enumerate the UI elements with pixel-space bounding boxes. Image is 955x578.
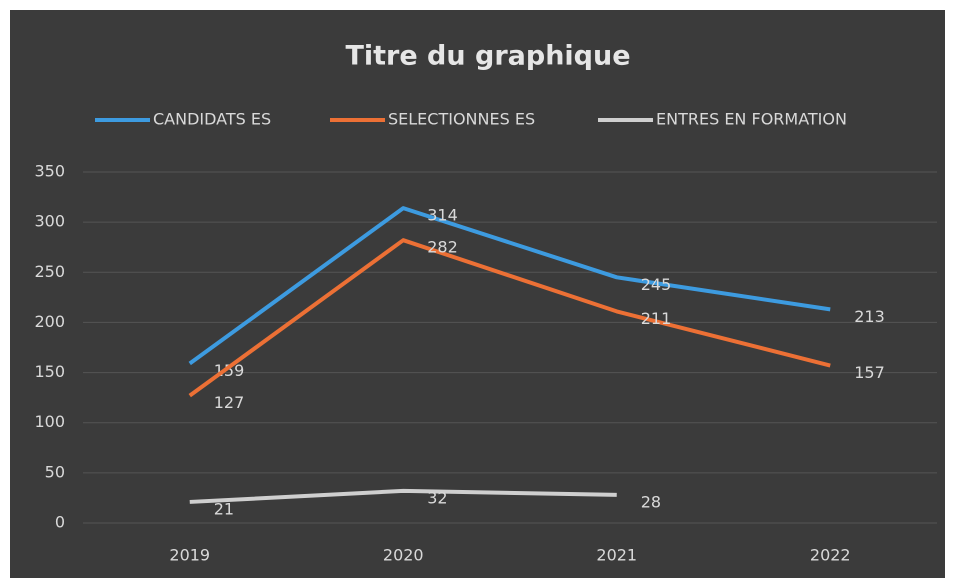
series-line [188, 238, 831, 398]
y-tick-label: 250 [34, 262, 65, 281]
y-tick-label: 50 [45, 462, 65, 481]
data-label: 127 [214, 393, 245, 412]
x-tick-label: 2022 [810, 546, 851, 565]
y-tick-label: 200 [34, 312, 65, 331]
legend-label: ENTRES EN FORMATION [656, 110, 847, 129]
data-label: 314 [427, 206, 458, 225]
data-label: 213 [854, 307, 885, 326]
legend-label: CANDIDATS ES [153, 110, 271, 129]
y-tick-label: 150 [34, 362, 65, 381]
x-tick-label: 2019 [169, 546, 210, 565]
data-label: 211 [641, 309, 672, 328]
data-label: 282 [427, 238, 458, 257]
series-line [188, 206, 831, 366]
data-label: 28 [641, 492, 661, 511]
data-label: 157 [854, 363, 885, 382]
x-tick-label: 2021 [596, 546, 637, 565]
chart-title: Titre du graphique [345, 41, 630, 72]
y-tick-label: 100 [34, 412, 65, 431]
x-tick-label: 2020 [383, 546, 424, 565]
y-tick-label: 300 [34, 212, 65, 231]
data-label: 159 [214, 361, 245, 380]
series-line [189, 488, 617, 504]
data-label: 21 [214, 499, 234, 518]
legend-label: SELECTIONNES ES [388, 110, 535, 129]
y-tick-label: 350 [34, 162, 65, 181]
y-tick-label: 0 [55, 513, 65, 532]
data-label: 245 [641, 275, 672, 294]
data-label: 32 [427, 488, 447, 507]
chart-background [10, 10, 945, 578]
